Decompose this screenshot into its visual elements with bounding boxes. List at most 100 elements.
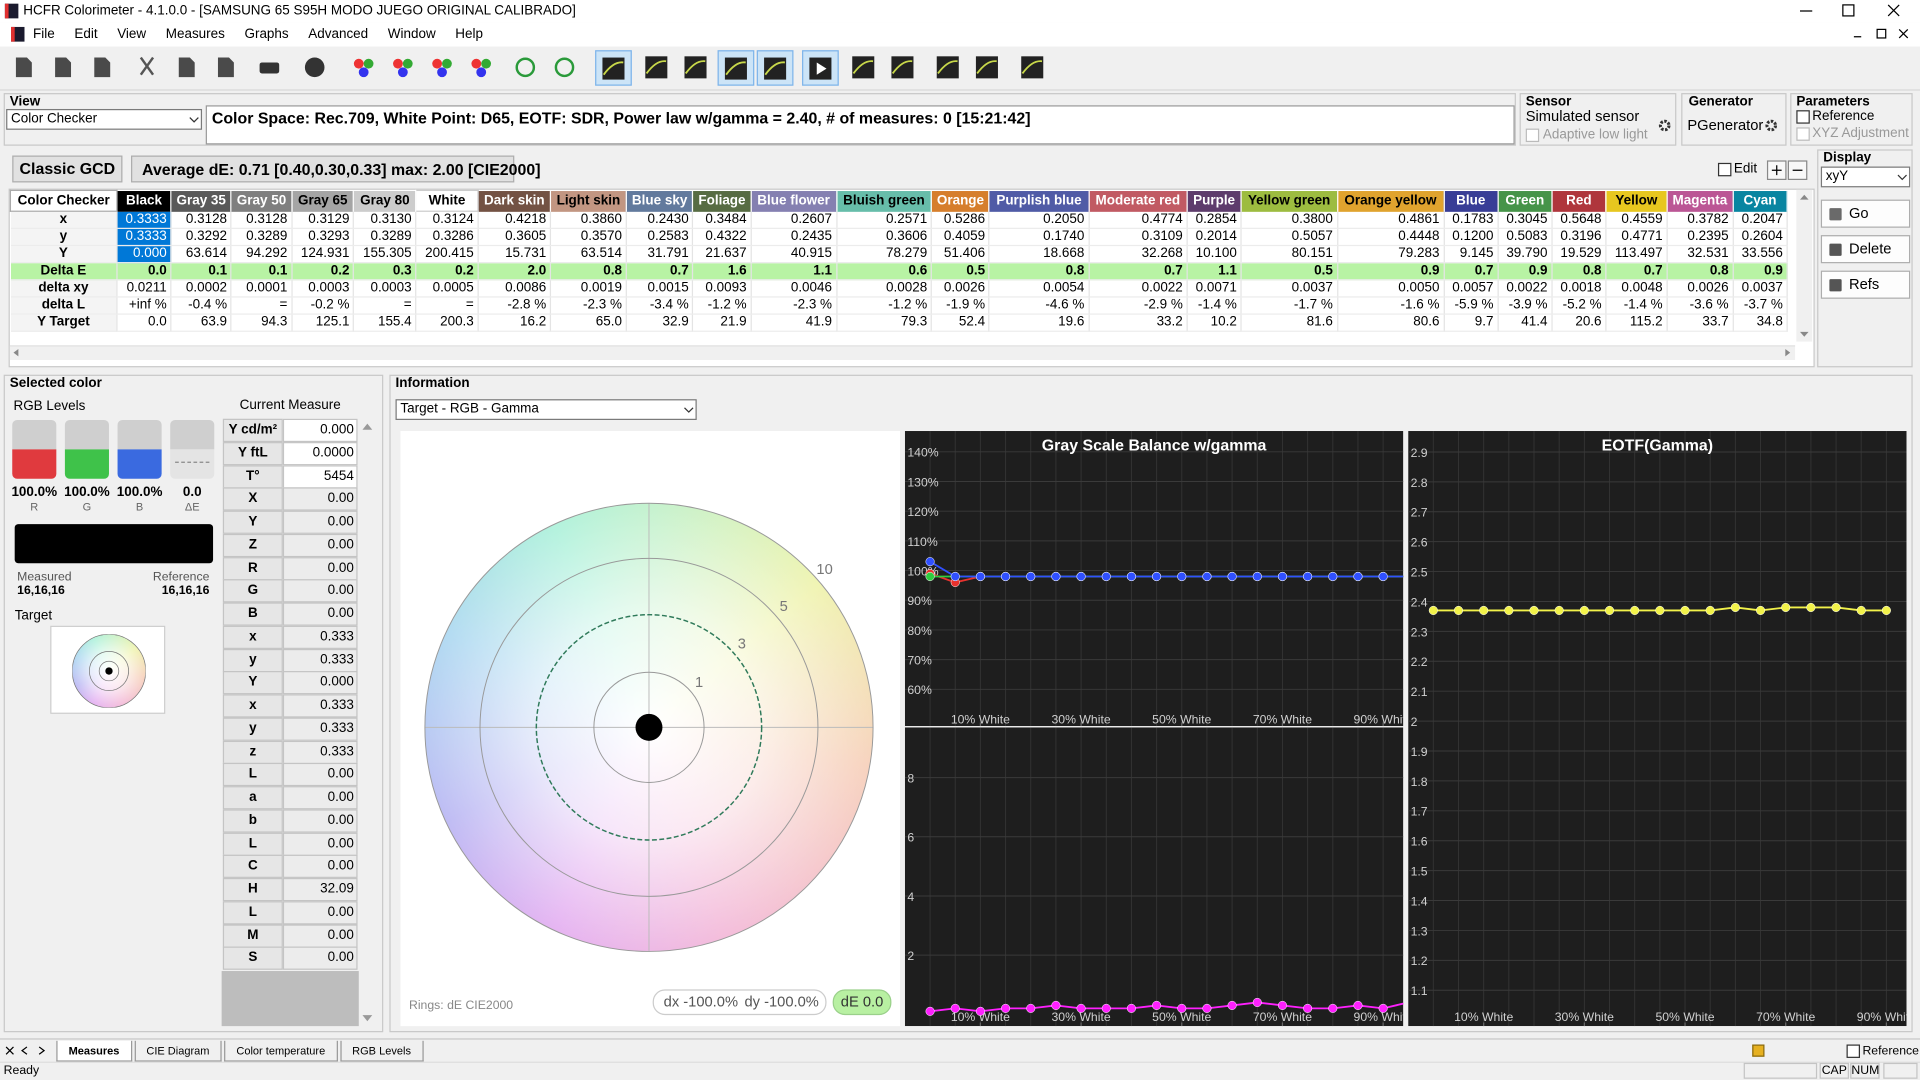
tab[interactable]: RGB Levels [339,1040,424,1062]
table-cell[interactable]: 16.2 [478,314,552,332]
table-cell[interactable]: 0.2583 [626,228,694,247]
toolbar-button[interactable] [678,50,715,86]
table-cell[interactable]: 0.3128 [171,211,232,229]
table-cell[interactable]: 0.9 [1337,262,1445,281]
table-cell[interactable]: 0.4771 [1605,228,1668,247]
table-cell[interactable]: 0.1 [171,262,232,281]
menu-item[interactable]: Advanced [308,26,369,42]
toolbar-button[interactable] [717,50,755,86]
table-cell[interactable]: 9.145 [1443,245,1499,264]
toolbar-button[interactable] [208,50,245,86]
table-cell[interactable]: 18.668 [989,245,1090,264]
delta-pill[interactable]: dx -100.0% dy -100.0% [652,989,827,1016]
toolbar-button[interactable] [547,50,584,86]
column-header[interactable]: Dark skin [478,190,552,212]
table-cell[interactable]: +inf % [117,296,172,315]
table-cell[interactable]: 0.0054 [989,279,1090,298]
table-cell[interactable]: -1.6 % [1337,296,1445,315]
table-cell[interactable]: = [353,296,417,315]
menu-item[interactable]: Edit [74,26,98,42]
menu-item[interactable]: Graphs [244,26,289,42]
table-cell[interactable]: 0.3109 [1088,228,1188,247]
table-cell[interactable]: 32.9 [626,314,694,332]
column-header[interactable]: Magenta [1666,190,1734,212]
table-cell[interactable]: 0.3130 [353,211,417,229]
table-cell[interactable]: -3.7 % [1732,296,1788,315]
table-cell[interactable]: 0.0050 [1337,279,1445,298]
table-cell[interactable]: 0.4322 [693,228,752,247]
table-cell[interactable]: 0.0071 [1187,279,1242,298]
table-cell[interactable]: 1.6 [693,262,752,281]
table-cell[interactable]: 125.1 [291,314,355,332]
table-cell[interactable]: 0.4448 [1337,228,1445,247]
table-cell[interactable]: 0.8 [989,262,1090,281]
column-header[interactable]: Light skin [550,190,627,212]
table-cell[interactable]: 0.2607 [750,211,837,229]
checkbox-label[interactable]: Reference [1812,108,1875,124]
table-cell[interactable]: 0.0018 [1551,279,1607,298]
menu-item[interactable]: Help [455,26,483,42]
table-cell[interactable]: 0.0 [117,314,172,332]
table-cell[interactable]: 65.0 [550,314,627,332]
table-cell[interactable]: 34.8 [1732,314,1788,332]
table-cell[interactable]: 0.7 [626,262,694,281]
checkbox-label[interactable]: Edit [1733,161,1758,177]
table-cell[interactable]: -1.9 % [931,296,990,315]
table-cell[interactable]: -5.9 % [1443,296,1499,315]
table-cell[interactable]: 33.556 [1732,245,1788,264]
table-cell[interactable]: 94.3 [231,314,293,332]
table-cell[interactable]: 0.2435 [750,228,837,247]
edit-button[interactable] [1787,160,1808,181]
display-button[interactable]: Refs [1820,270,1911,299]
column-header[interactable]: Orange [931,190,990,212]
table-cell[interactable]: 81.6 [1241,314,1338,332]
table-cell[interactable]: 78.279 [836,245,933,264]
column-header[interactable]: Gray 35 [171,190,232,212]
table-cell[interactable]: 39.790 [1497,245,1553,264]
table-cell[interactable]: 32.268 [1088,245,1188,264]
table-cell[interactable]: 1.1 [1187,262,1242,281]
table-cell[interactable]: -1.4 % [1187,296,1242,315]
table-cell[interactable]: 52.4 [931,314,990,332]
toolbar-button[interactable] [1015,50,1052,86]
table-cell[interactable]: 0.0048 [1605,279,1668,298]
table-cell[interactable]: 0.5286 [931,211,990,229]
table-cell[interactable]: 0.8 [550,262,627,281]
column-header[interactable]: Green [1497,190,1553,212]
table-cell[interactable]: 0.1 [231,262,293,281]
table-cell[interactable]: 0.000 [117,245,172,264]
table-cell[interactable]: 0.3333 [117,211,172,229]
toolbar-button[interactable] [802,50,839,86]
checkbox[interactable] [1796,110,1810,124]
column-header[interactable]: Orange yellow [1337,190,1445,212]
table-cell[interactable]: 0.5057 [1241,228,1338,247]
toolbar-button[interactable] [386,50,423,86]
table-cell[interactable]: 0.4059 [931,228,990,247]
table-cell[interactable]: 0.1200 [1443,228,1499,247]
table-cell[interactable]: -3.4 % [626,296,694,315]
table-cell[interactable]: 0.0086 [478,279,552,298]
checkbox-label[interactable]: Reference [1862,1044,1919,1058]
table-cell[interactable]: 80.151 [1241,245,1338,264]
table-cell[interactable]: -3.6 % [1666,296,1734,315]
table-cell[interactable]: 15.731 [478,245,552,264]
table-cell[interactable]: 79.3 [836,314,933,332]
table-cell[interactable]: 115.2 [1605,314,1668,332]
menu-item[interactable]: Window [387,26,436,42]
table-cell[interactable]: 41.4 [1497,314,1553,332]
table-cell[interactable]: 0.5648 [1551,211,1607,229]
table-cell[interactable]: 0.0028 [836,279,933,298]
table-cell[interactable]: -1.2 % [693,296,752,315]
table-cell[interactable]: 0.4218 [478,211,552,229]
table-cell[interactable]: 63.514 [550,245,627,264]
table-cell[interactable]: 0.8 [1551,262,1607,281]
table-cell[interactable]: 21.9 [693,314,752,332]
table-cell[interactable]: 0.4774 [1088,211,1188,229]
table-cell[interactable]: 0.2430 [626,211,694,229]
table-cell[interactable]: 0.3570 [550,228,627,247]
table-cell[interactable]: 0.0003 [353,279,417,298]
toolbar-button[interactable] [425,50,462,86]
toolbar-button[interactable] [464,50,501,86]
column-header[interactable]: Bluish green [836,190,933,212]
table-cell[interactable]: 0.2571 [836,211,933,229]
